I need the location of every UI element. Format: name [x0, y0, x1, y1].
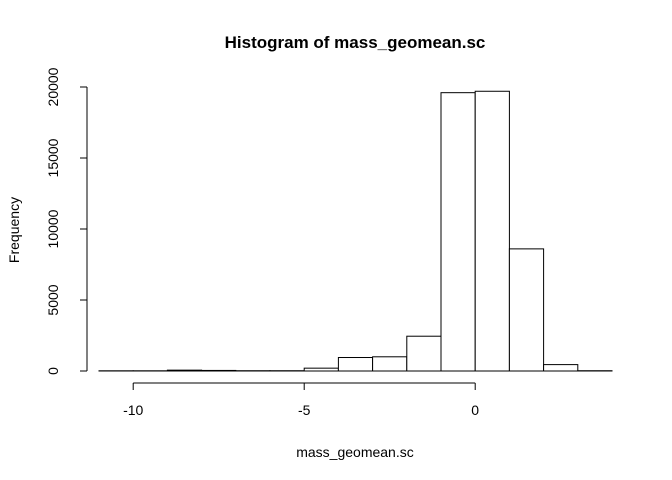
- histogram-bar: [474, 90, 510, 372]
- y-axis-label: Frequency: [6, 197, 22, 263]
- x-axis: -10 -5 0: [123, 382, 479, 418]
- histogram-bar: [543, 364, 579, 372]
- y-tick-label: 5000: [45, 284, 61, 315]
- histogram-bar: [440, 92, 476, 372]
- x-tick-label: -10: [123, 402, 143, 418]
- histogram-bar: [372, 356, 408, 372]
- histogram-bar: [201, 369, 237, 372]
- x-tick-label: 0: [471, 402, 479, 418]
- y-axis: 0 5000 10000 15000 20000: [45, 67, 88, 375]
- histogram-bars: [98, 90, 613, 372]
- y-tick-label: 10000: [45, 209, 61, 248]
- x-tick-label: -5: [298, 402, 311, 418]
- histogram-bar: [337, 357, 374, 372]
- x-axis-label: mass_geomean.sc: [296, 444, 414, 460]
- y-tick-label: 20000: [45, 67, 61, 106]
- histogram-bar: [406, 335, 442, 372]
- y-tick-label: 0: [45, 367, 61, 375]
- histogram-bar: [166, 369, 203, 372]
- chart-title: Histogram of mass_geomean.sc: [225, 33, 486, 52]
- histogram-bar: [303, 367, 339, 372]
- histogram-bar: [508, 248, 545, 372]
- y-tick-label: 15000: [45, 138, 61, 177]
